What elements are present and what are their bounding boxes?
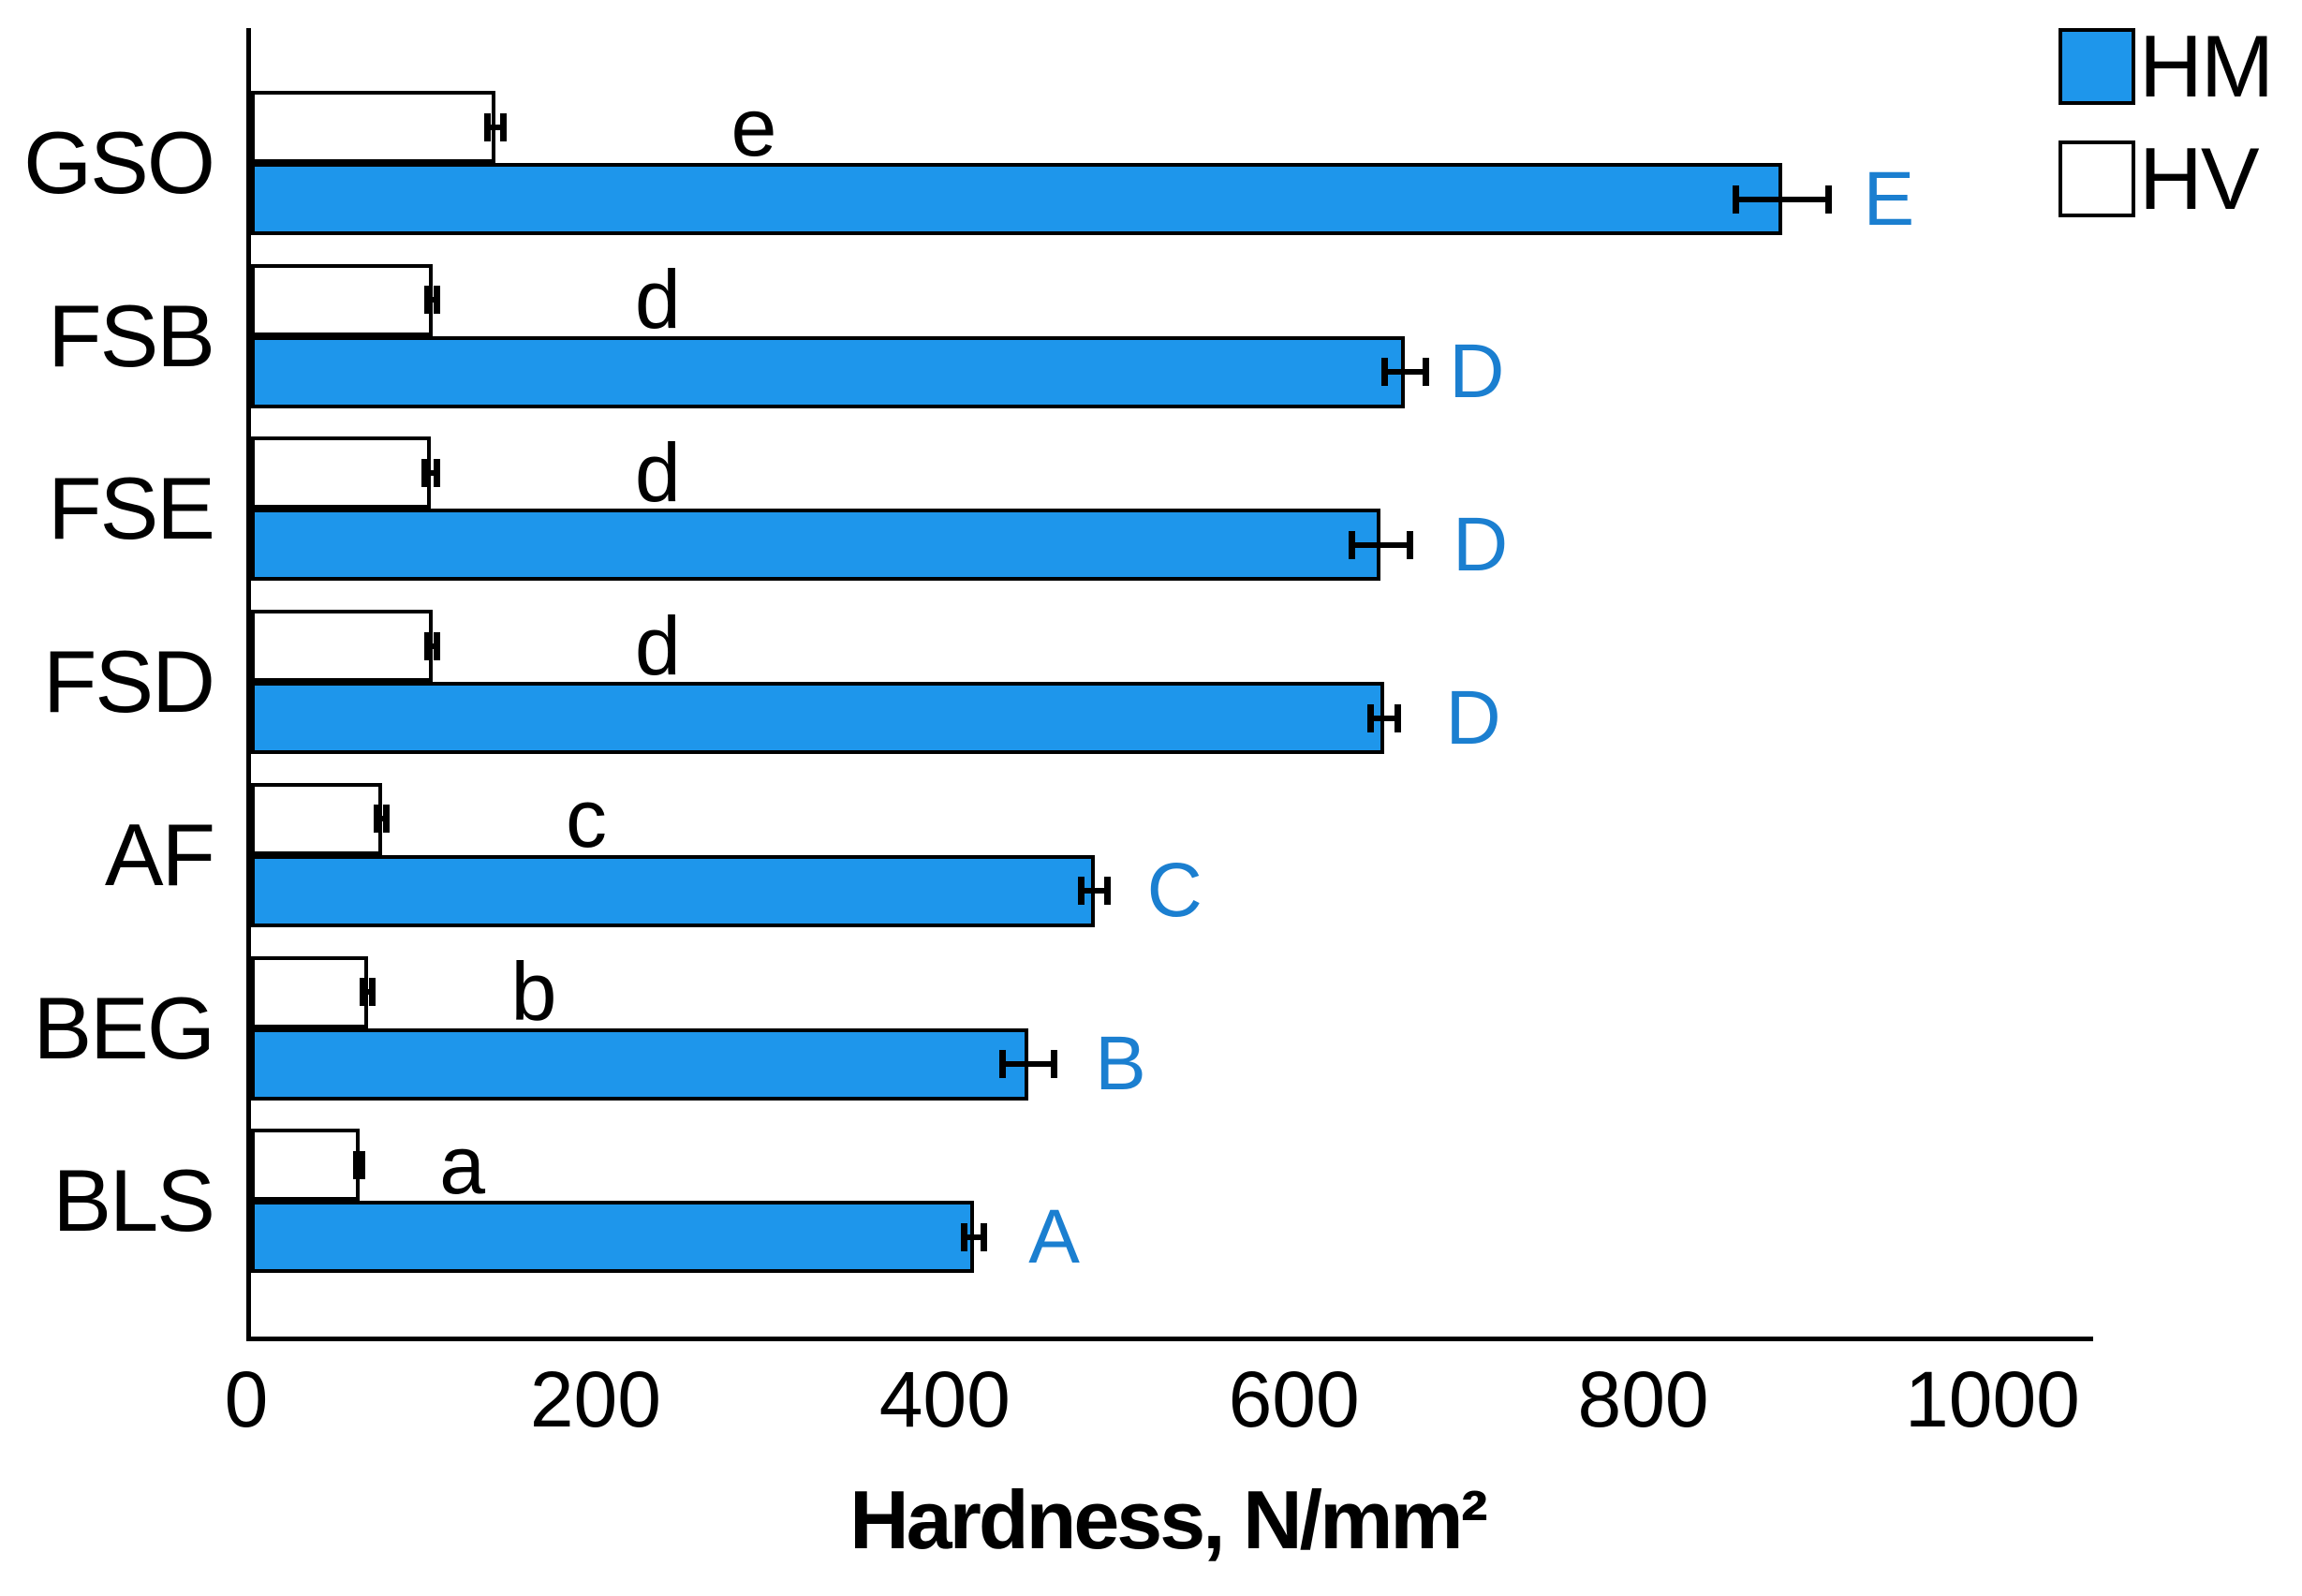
legend-item-hv: HV <box>2059 135 2272 223</box>
bar-hm-fsb <box>251 335 1406 408</box>
error-bar-hm-beg <box>998 1050 1057 1078</box>
y-axis-label-gso: GSO <box>23 113 215 212</box>
y-axis-label-bls: BLS <box>52 1151 215 1250</box>
bar-hm-beg <box>251 1027 1028 1101</box>
legend-label-hv: HV <box>2139 129 2260 228</box>
sig-letter-hm-beg: B <box>1095 1021 1146 1106</box>
bar-hv-fse <box>251 436 432 510</box>
error-bar-hv-fse <box>421 458 441 487</box>
x-tick-label-400: 400 <box>878 1355 1011 1443</box>
bar-hv-af <box>251 782 382 855</box>
error-bar-hm-bls <box>960 1222 988 1251</box>
y-axis-label-af: AF <box>104 805 215 904</box>
bar-hv-gso <box>251 91 496 163</box>
y-axis-label-beg: BEG <box>33 978 215 1077</box>
error-bar-hv-fsd <box>424 631 441 660</box>
bar-hm-gso <box>251 163 1783 235</box>
sig-letter-hm-gso: E <box>1863 155 1915 242</box>
error-bar-hm-gso <box>1732 185 1833 214</box>
bar-hv-fsd <box>251 610 433 683</box>
y-axis-label-fsb: FSB <box>48 286 215 385</box>
error-bar-hv-beg <box>360 978 376 1006</box>
legend-swatch-hv <box>2059 140 2135 217</box>
sig-letter-hv-fsd: d <box>634 598 681 692</box>
y-axis-label-fse: FSE <box>48 459 215 558</box>
error-bar-hv-bls <box>352 1150 366 1179</box>
x-axis-title: Hardness, N/mm² <box>849 1473 1488 1566</box>
sig-letter-hv-beg: b <box>510 945 557 1038</box>
sig-letter-hv-af: c <box>565 772 607 865</box>
sig-letter-hm-fsb: D <box>1449 329 1505 415</box>
error-bar-hv-fsb <box>424 286 441 315</box>
legend: HM HV <box>2059 17 2274 223</box>
sig-letter-hm-fse: D <box>1452 501 1509 587</box>
sig-letter-hv-bls: a <box>439 1117 486 1211</box>
bar-hm-bls <box>251 1201 974 1274</box>
x-tick-label-200: 200 <box>529 1355 661 1443</box>
y-axis-label-fsd: FSD <box>43 632 215 732</box>
sig-letter-hv-fsb: d <box>634 253 681 347</box>
error-bar-hm-fsb <box>1381 358 1429 387</box>
sig-letter-hv-gso: e <box>730 80 777 173</box>
legend-item-hm: HM <box>2059 17 2274 115</box>
legend-swatch-hm <box>2059 28 2135 105</box>
sig-letter-hm-fsd: D <box>1445 674 1501 761</box>
bar-hv-beg <box>251 955 368 1028</box>
bar-hm-fse <box>251 509 1381 582</box>
error-bar-hm-fsd <box>1367 703 1401 732</box>
error-bar-hv-af <box>374 805 391 834</box>
error-bar-hv-gso <box>483 112 507 141</box>
x-tick-label-0: 0 <box>224 1355 269 1443</box>
sig-letter-hv-fse: d <box>634 425 681 519</box>
sig-letter-hm-af: C <box>1146 848 1203 934</box>
error-bar-hm-fse <box>1348 530 1414 559</box>
bar-hv-fsb <box>251 263 433 336</box>
legend-label-hm: HM <box>2139 17 2274 115</box>
error-bar-hm-af <box>1077 877 1112 906</box>
x-tick-label-800: 800 <box>1577 1355 1709 1443</box>
sig-letter-hm-bls: A <box>1028 1193 1080 1279</box>
x-tick-label-600: 600 <box>1228 1355 1360 1443</box>
bar-hv-bls <box>251 1129 360 1202</box>
bar-hm-fsd <box>251 682 1385 755</box>
x-tick-label-1000: 1000 <box>1905 1355 2080 1443</box>
bar-hm-af <box>251 854 1095 927</box>
